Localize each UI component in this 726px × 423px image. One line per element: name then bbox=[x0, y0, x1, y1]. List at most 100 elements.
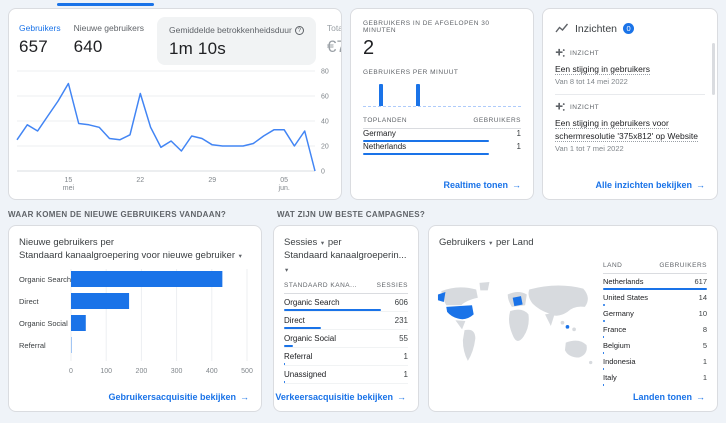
country-row-germany[interactable]: Germany 10 bbox=[603, 306, 707, 322]
col-channel: STANDAARD KANA... bbox=[284, 281, 358, 289]
insight-title[interactable]: Een stijging in gebruikers voor schermre… bbox=[555, 118, 698, 142]
x-tick-label: 05 jun. bbox=[278, 177, 290, 192]
minute-bar bbox=[378, 84, 383, 106]
per-minute-heading: GEBRUIKERS PER MINUUT bbox=[363, 69, 459, 76]
country-row-france[interactable]: France 8 bbox=[603, 322, 707, 338]
x-tick-label: 200 bbox=[136, 368, 148, 375]
sessions-row-direct[interactable]: Direct 231 bbox=[284, 312, 408, 330]
bar-category-label: Direct bbox=[19, 297, 40, 306]
realtime-table-header: TOPLANDEN GEBRUIKERS bbox=[363, 117, 521, 129]
bar-category-label: Organic Social bbox=[19, 319, 68, 328]
country-rows: Netherlands 617 United States 14 Germany 10 Fr… bbox=[603, 274, 707, 386]
bar-direct[interactable] bbox=[71, 292, 130, 309]
realtime-country-rows: Germany 1 Netherlands 1 bbox=[363, 129, 521, 155]
row-bar bbox=[284, 308, 381, 311]
metric-label: Gemiddelde betrokkenheidsduur? bbox=[169, 25, 304, 35]
insight-title[interactable]: Een stijging in gebruikers bbox=[555, 64, 650, 75]
insights-scrollbar[interactable] bbox=[712, 43, 715, 95]
row-value: 1 bbox=[702, 357, 707, 366]
all-insights-link[interactable]: Alle inzichten bekijken → bbox=[595, 180, 705, 190]
arrow-right-icon: → bbox=[240, 392, 249, 402]
bar-organic-social[interactable] bbox=[71, 314, 86, 331]
x-tick-label: 29 bbox=[208, 177, 216, 184]
arrow-right-icon: → bbox=[696, 180, 705, 190]
map-western-europe bbox=[512, 296, 523, 307]
row-bar bbox=[603, 304, 606, 306]
caret-down-icon[interactable]: ▾ bbox=[285, 266, 289, 274]
row-name: Italy bbox=[603, 373, 617, 382]
realtime-row-germany[interactable]: Germany 1 bbox=[363, 129, 521, 142]
countries-card: Gebruikers ▾ per Land LAND GEBRUIKERS Ne… bbox=[428, 225, 718, 412]
x-tick-label: 400 bbox=[206, 368, 218, 375]
country-row-united-states[interactable]: United States 14 bbox=[603, 290, 707, 306]
insight-item-2[interactable]: INZICHT Een stijging in gebruikers voor s… bbox=[555, 95, 705, 159]
realtime-row-netherlands[interactable]: Netherlands 1 bbox=[363, 142, 521, 155]
arrow-right-icon: → bbox=[512, 180, 521, 190]
row-bar bbox=[363, 153, 490, 155]
sessions-row-organic-social[interactable]: Organic Social 55 bbox=[284, 330, 408, 348]
sessions-card-title: Sessies ▾ per Standaard kanaalgroeperin.… bbox=[284, 237, 407, 274]
traffic-acquisition-link[interactable]: Verkeersacquisitie bekijken → bbox=[275, 392, 406, 402]
insight-tag-label: INZICHT bbox=[570, 103, 600, 111]
row-name: Organic Search bbox=[284, 297, 340, 307]
y-tick-label: 0 bbox=[321, 169, 325, 176]
row-name: United States bbox=[603, 293, 649, 302]
metric-totale-inkomsten[interactable]: Totale inkomsten €7,3K bbox=[327, 17, 341, 65]
metric-gebruikers[interactable]: Gebruikers 657 bbox=[19, 17, 63, 65]
x-tick-label: 300 bbox=[171, 368, 183, 375]
insights-count-badge: 0 bbox=[623, 23, 635, 34]
insight-item-1[interactable]: INZICHT Een stijging in gebruikers Van 8 t… bbox=[555, 41, 705, 96]
sessions-row-organic-search[interactable]: Organic Search 606 bbox=[284, 294, 408, 312]
row-value: 14 bbox=[698, 293, 707, 302]
x-tick-label: 0 bbox=[69, 368, 73, 375]
metric-label: Totale inkomsten bbox=[326, 23, 341, 33]
col-land: LAND bbox=[603, 262, 623, 269]
sessions-row-unassigned[interactable]: Unassigned 1 bbox=[284, 366, 408, 384]
caret-down-icon[interactable]: ▾ bbox=[489, 240, 493, 247]
campaigns-section-heading: WAT ZIJN UW BESTE CAMPAGNES? bbox=[277, 210, 426, 219]
caret-down-icon[interactable]: ▾ bbox=[320, 240, 325, 247]
caret-down-icon[interactable]: ▾ bbox=[238, 253, 242, 261]
metric-gemiddelde-betrokkenheidsduur[interactable]: Gemiddelde betrokkenheidsduur? 1m 10s bbox=[156, 17, 316, 65]
insight-sparkle-icon bbox=[555, 48, 565, 57]
metric-nieuwe-gebruikers[interactable]: Nieuwe gebruikers 640 bbox=[74, 17, 146, 65]
user-acquisition-link[interactable]: Gebruikersacquisitie bekijken → bbox=[108, 392, 249, 402]
insight-tag-label: INZICHT bbox=[570, 49, 600, 57]
metrics-row: Gebruikers 657 Nieuwe gebruikers 640 Gemidde… bbox=[9, 9, 341, 65]
row-value: 55 bbox=[399, 333, 408, 343]
x-tick-label: 500 bbox=[241, 368, 253, 375]
country-row-indonesia[interactable]: Indonesia 1 bbox=[603, 354, 707, 370]
insights-title: Inzichten bbox=[575, 22, 618, 35]
sessions-row-referral[interactable]: Referral 1 bbox=[284, 348, 408, 366]
realtime-link[interactable]: Realtime tonen → bbox=[443, 180, 521, 190]
insight-tag: INZICHT bbox=[555, 102, 705, 112]
row-bar bbox=[603, 336, 605, 338]
x-tick-label: 15 mei bbox=[63, 177, 75, 192]
row-name: Referral bbox=[284, 351, 313, 361]
row-bar bbox=[284, 344, 293, 347]
help-icon[interactable]: ? bbox=[294, 25, 304, 35]
row-value: 1 bbox=[403, 351, 408, 361]
y-tick-label: 60 bbox=[321, 94, 329, 101]
new-users-card: Nieuwe gebruikers per Standaard kanaalgr… bbox=[8, 225, 262, 412]
map-indonesia bbox=[565, 325, 570, 329]
row-value: 10 bbox=[698, 309, 707, 318]
sessions-card: Sessies ▾ per Standaard kanaalgroeperin.… bbox=[273, 225, 419, 412]
y-tick-label: 80 bbox=[321, 69, 329, 76]
country-row-belgium[interactable]: Belgium 5 bbox=[603, 338, 707, 354]
col-gebruikers: GEBRUIKERS bbox=[659, 262, 707, 269]
metric-value: 640 bbox=[73, 37, 103, 56]
map-canada bbox=[441, 287, 478, 306]
sessions-rows: Organic Search 606 Direct 231 Organic Social… bbox=[284, 294, 408, 384]
map-sea-island bbox=[560, 320, 565, 325]
x-tick-label: 22 bbox=[136, 177, 144, 184]
country-row-italy[interactable]: Italy 1 bbox=[603, 370, 707, 386]
insight-period: Van 8 tot 14 mei 2022 bbox=[555, 77, 628, 87]
metric-label: Nieuwe gebruikers bbox=[73, 23, 144, 33]
show-countries-link[interactable]: Landen tonen → bbox=[633, 392, 705, 402]
insights-icon bbox=[555, 23, 569, 33]
countries-table-header: LAND GEBRUIKERS bbox=[603, 262, 707, 274]
bar-organic-search[interactable] bbox=[71, 270, 223, 287]
row-name: Indonesia bbox=[603, 357, 636, 366]
country-row-netherlands[interactable]: Netherlands 617 bbox=[603, 274, 707, 290]
